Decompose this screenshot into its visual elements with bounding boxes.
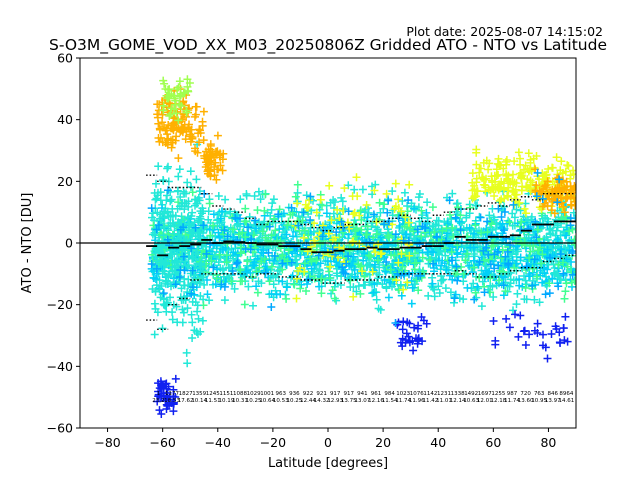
x-tick-label: 80	[540, 435, 556, 450]
scatter-cluster-12	[489, 310, 572, 363]
y-tick-label: −40	[47, 359, 73, 374]
bin-count-label: 12.18	[491, 398, 507, 404]
plot-area: 123.2117718.53182717.62135910.14124511.5…	[79, 57, 577, 429]
bin-count-label: 941	[357, 391, 368, 397]
x-tick-label: 40	[430, 435, 446, 450]
bin-count-label: 1697	[478, 391, 492, 397]
bin-count-label: 1177	[165, 391, 179, 397]
y-tick-label: −60	[47, 421, 73, 436]
bin-count-label: 11.51	[205, 398, 221, 404]
bin-count-label: 11.74	[395, 398, 411, 404]
scatter-cluster-6	[200, 131, 228, 184]
bin-count-label: 1827	[179, 391, 193, 397]
scatter-cluster-4	[153, 85, 208, 163]
y-tick-label: 40	[57, 112, 73, 127]
bin-count-label: 1076	[410, 391, 424, 397]
bin-count-label: 763	[534, 391, 545, 397]
statistics-lines	[80, 174, 576, 331]
bin-count-label: 11.54	[382, 398, 398, 404]
x-tick-label: −80	[94, 435, 120, 450]
scatter-cluster-7	[153, 374, 180, 418]
bin-count-label: 1088	[233, 391, 247, 397]
bin-count-label: 13.60	[518, 398, 534, 404]
bin-count-label: 963	[276, 391, 287, 397]
y-tick-label: −20	[47, 297, 73, 312]
bin-count-label: 1151	[219, 391, 233, 397]
bin-count-label: 14.61	[559, 398, 575, 404]
scatter-cluster-3	[150, 140, 208, 368]
bin-count-label: 1142	[423, 391, 437, 397]
bin-count-label: 1492	[464, 391, 478, 397]
bin-count-labels: 123.2117718.53182717.62135910.14124511.5…	[152, 391, 574, 404]
bin-count-label: 1245	[206, 391, 220, 397]
bin-count-label: 984	[384, 391, 395, 397]
bin-count-label: 10.31	[232, 398, 248, 404]
bin-count-label: 1	[157, 391, 161, 397]
bin-count-label: 12.16	[368, 398, 384, 404]
bin-count-label: 922	[303, 391, 314, 397]
bin-count-label: 11.96	[409, 398, 425, 404]
bin-count-label: 961	[371, 391, 382, 397]
bin-count-label: 12.01	[477, 398, 493, 404]
y-tick-label: 20	[57, 174, 73, 189]
x-tick-label: 60	[485, 435, 501, 450]
bin-count-label: 10.63	[463, 398, 479, 404]
y-axis-label: ATO - NTO [DU]	[20, 193, 35, 294]
y-tick-label: 0	[65, 236, 73, 251]
y-axis: −60 −40 −20 0 20 40 60	[47, 51, 80, 436]
bin-count-label: 12.44	[300, 398, 316, 404]
bin-count-label: 917	[344, 391, 355, 397]
bin-count-label: 13.07	[355, 398, 371, 404]
scatter-cluster-9	[531, 165, 576, 218]
bin-count-label: 10.25	[246, 398, 262, 404]
bin-count-label: 8964	[559, 391, 573, 397]
bin-count-label: 10.53	[273, 398, 289, 404]
bin-count-label: 1255	[491, 391, 505, 397]
x-tick-label: −40	[205, 435, 231, 450]
x-axis-label: Latitude [degrees]	[268, 456, 388, 471]
bin-count-label: 17.62	[178, 398, 194, 404]
bin-count-label: 11.01	[436, 398, 452, 404]
bin-count-label: 11.74	[504, 398, 520, 404]
bin-count-label: 10.95	[531, 398, 547, 404]
scatter-cluster-5	[159, 75, 194, 125]
bin-count-label: 23.2	[152, 398, 164, 404]
bin-count-label: 1338	[451, 391, 465, 397]
bin-count-label: 14.32	[314, 398, 330, 404]
bin-count-label: 12.14	[450, 398, 466, 404]
bin-count-label: 13.97	[545, 398, 561, 404]
bin-count-label: 13.75	[341, 398, 357, 404]
bin-count-label: 11.42	[423, 398, 439, 404]
y-tick-label: 60	[57, 51, 73, 66]
x-axis: −80 −60 −40 −20 0 20 40 60 80	[94, 428, 556, 450]
x-tick-label: 0	[324, 435, 332, 450]
bin-count-label: 917	[330, 391, 341, 397]
bin-count-label: 1359	[192, 391, 206, 397]
bin-count-label: 1001	[260, 391, 274, 397]
chart-title: S-O3M_GOME_VOD_XX_M03_20250806Z Gridded …	[49, 36, 607, 55]
bin-count-label: 936	[289, 391, 300, 397]
x-tick-label: −20	[260, 435, 286, 450]
bin-count-label: 12.93	[327, 398, 343, 404]
plot-date: Plot date: 2025-08-07 14:15:02	[406, 24, 603, 39]
x-tick-label: 20	[375, 435, 391, 450]
bin-count-label: 846	[548, 391, 559, 397]
bin-count-label: 1029	[247, 391, 261, 397]
bin-count-label: 10.14	[191, 398, 207, 404]
bin-count-label: 10.64	[259, 398, 275, 404]
bin-count-label: 18.53	[164, 398, 180, 404]
bin-count-label: 10.19	[219, 398, 235, 404]
bin-count-label: 921	[316, 391, 327, 397]
bin-count-label: 1023	[396, 391, 410, 397]
bin-count-label: 987	[507, 391, 518, 397]
bin-count-label: 10.25	[287, 398, 303, 404]
bin-count-label: 720	[520, 391, 531, 397]
bin-count-label: 1231	[437, 391, 451, 397]
x-tick-label: −60	[149, 435, 175, 450]
